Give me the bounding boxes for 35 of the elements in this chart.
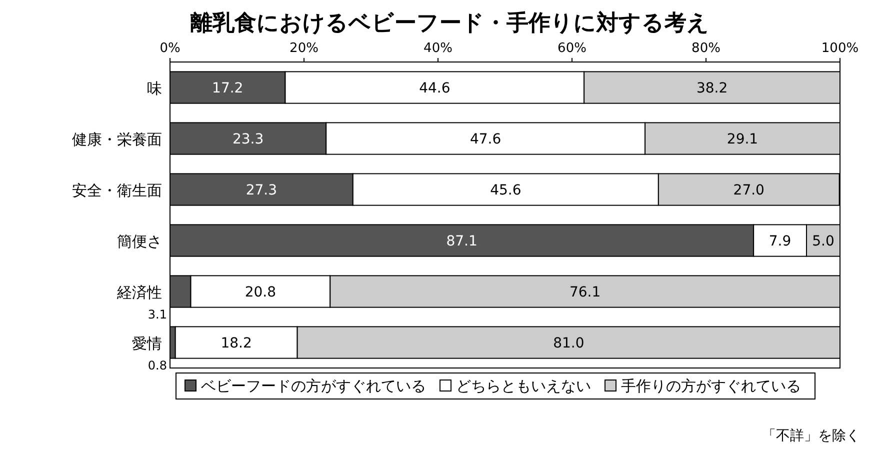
x-tick-label: 20% bbox=[290, 41, 318, 56]
data-label: 20.8 bbox=[244, 284, 276, 300]
y-tick-label: 健康・栄養面 bbox=[72, 130, 162, 148]
y-tick-label: 安全・衛生面 bbox=[72, 182, 162, 200]
y-tick-label: 味 bbox=[147, 80, 162, 98]
data-label: 81.0 bbox=[553, 336, 584, 352]
data-label: 45.6 bbox=[490, 182, 522, 198]
chart-title: 離乳食におけるベビーフード・手作りに対する考え bbox=[190, 10, 710, 36]
y-tick-label: 簡便さ bbox=[117, 232, 162, 250]
data-label: 44.6 bbox=[419, 80, 450, 96]
data-label: 76.1 bbox=[569, 284, 601, 300]
data-label: 27.3 bbox=[246, 182, 278, 198]
x-tick-label: 100% bbox=[821, 41, 859, 56]
data-label: 87.1 bbox=[446, 234, 478, 250]
data-label: 7.9 bbox=[768, 234, 792, 250]
data-label: 29.1 bbox=[726, 132, 758, 148]
data-label: 47.6 bbox=[470, 132, 502, 148]
legend-label: どちらともいえない bbox=[456, 377, 591, 395]
data-label: 18.2 bbox=[220, 336, 252, 352]
x-tick-label: 0% bbox=[160, 41, 180, 56]
y-tick-label: 愛情 bbox=[132, 334, 162, 352]
data-label: 5.0 bbox=[812, 234, 834, 250]
data-label: 23.3 bbox=[232, 132, 264, 148]
legend-label: ベビーフードの方がすぐれている bbox=[201, 377, 426, 395]
x-tick-label: 60% bbox=[558, 41, 586, 56]
x-tick-label: 40% bbox=[424, 41, 452, 56]
text: 「不詳」を除く bbox=[762, 428, 860, 444]
legend-label: 手作りの方がすぐれている bbox=[621, 377, 801, 395]
data-label: 3.1 bbox=[148, 307, 167, 322]
y-tick-label: 経済性 bbox=[116, 284, 162, 302]
data-label: 27.0 bbox=[733, 182, 764, 198]
data-label: 17.2 bbox=[212, 80, 244, 96]
data-label: 38.2 bbox=[696, 80, 728, 96]
data-label: 0.8 bbox=[148, 358, 167, 372]
x-tick-label: 80% bbox=[692, 41, 720, 56]
